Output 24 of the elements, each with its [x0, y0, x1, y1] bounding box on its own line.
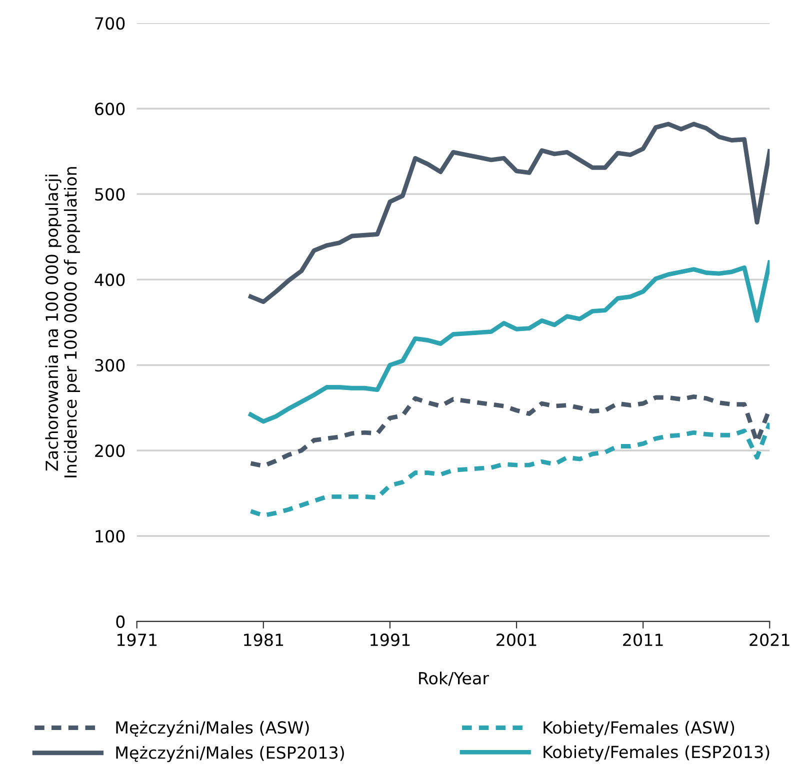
x-tick-label: 2001 — [496, 634, 536, 646]
y-tick-label: 700 — [95, 17, 125, 30]
x-axis-title: Rok/Year — [419, 672, 490, 686]
x-tick-label: 1981 — [244, 634, 284, 646]
legend-label: Kobiety/Females (ESP2013) — [544, 745, 770, 762]
line-series — [248, 420, 770, 518]
y-tick-label: 600 — [95, 102, 125, 116]
y-tick-label: 500 — [95, 188, 125, 201]
y-tick-label: 100 — [96, 530, 125, 543]
y-tick-label: 400 — [94, 274, 125, 286]
y-tick-label: 300 — [95, 359, 125, 372]
x-tick-label: 1991 — [370, 634, 410, 646]
y-tick-label: 0 — [116, 615, 125, 628]
line-series — [248, 122, 770, 304]
x-tick-label: 2021 — [750, 634, 790, 646]
y-axis-title: Zachorowania na 100 000 populacji Incidence per 100 0000 of population — [45, 167, 80, 478]
x-tick-label: 2011 — [623, 634, 663, 646]
line-series — [248, 394, 770, 468]
line-series — [248, 260, 770, 424]
legend-label: Kobiety/Females (ASW) — [544, 720, 734, 738]
y-tick-label: 200 — [95, 444, 125, 458]
legend-label: Mężczyźni/Males (ESP2013) — [116, 745, 344, 762]
legend-label: Mężczyźni/Males (ASW) — [116, 720, 309, 738]
x-tick-label: 1971 — [117, 634, 157, 646]
